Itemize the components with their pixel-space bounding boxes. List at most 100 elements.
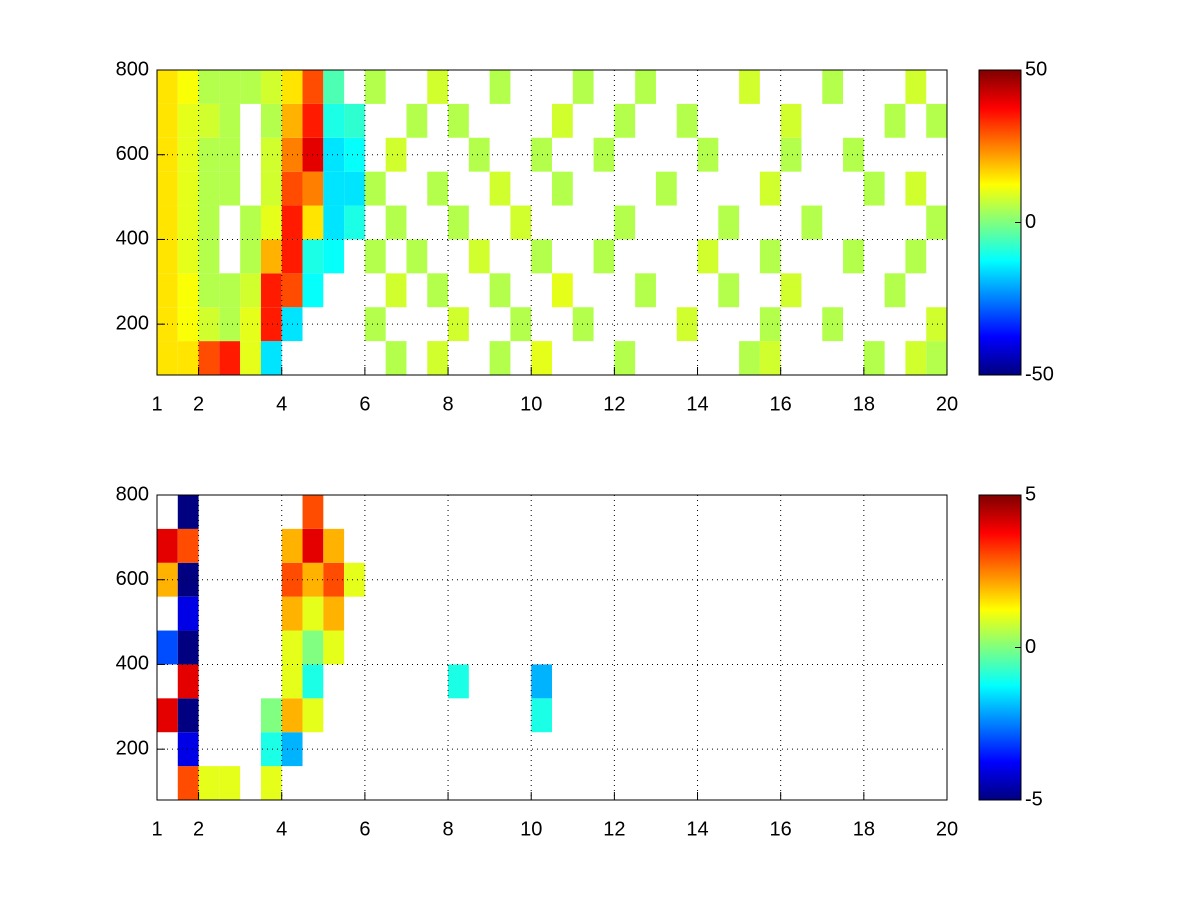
- heatmap-cell: [302, 171, 324, 206]
- heatmap-cell: [926, 103, 947, 138]
- heatmap-cell: [406, 103, 428, 138]
- heatmap-cell: [240, 205, 261, 240]
- x-tick-label: 12: [603, 393, 625, 415]
- heatmap-cell: [759, 307, 781, 342]
- heatmap-cell: [260, 171, 282, 206]
- x-tick-label: 10: [520, 818, 542, 840]
- heatmap-cell: [219, 70, 241, 104]
- heatmap-cell: [177, 137, 199, 172]
- heatmap-cell: [718, 273, 740, 308]
- axes-box: [156, 494, 948, 801]
- heatmap-cell: [739, 341, 760, 375]
- heatmap-cell: [448, 103, 469, 138]
- heatmap-cell: [219, 766, 241, 800]
- x-tick-label: 1: [151, 818, 162, 840]
- heatmap-cell: [281, 698, 303, 733]
- heatmap-cell: [344, 103, 365, 138]
- heatmap-cell: [676, 103, 698, 138]
- heatmap-cell: [302, 495, 324, 529]
- heatmap-cell: [177, 596, 199, 631]
- colorbar-tick-label: -50: [1025, 363, 1054, 385]
- heatmap-cell: [531, 239, 552, 274]
- heatmap-cell: [219, 341, 241, 375]
- heatmap-cell: [177, 103, 199, 138]
- colorbar: [978, 494, 1022, 801]
- heatmap-cell: [323, 103, 345, 138]
- y-tick-label: 800: [116, 483, 149, 505]
- heatmap-cell: [198, 307, 220, 342]
- heatmap-cell: [177, 766, 199, 800]
- heatmap-cell: [884, 273, 906, 308]
- heatmap-cell: [323, 528, 345, 563]
- heatmap-cell: [260, 341, 282, 375]
- heatmap-cell: [905, 171, 927, 206]
- heatmap-cell: [863, 171, 885, 206]
- heatmap-cell: [281, 239, 303, 274]
- heatmap-cell: [614, 341, 636, 375]
- heatmap-cell: [177, 664, 199, 699]
- heatmap-cell: [323, 596, 345, 631]
- heatmap-cell: [198, 766, 220, 800]
- heatmap-cell: [364, 307, 386, 342]
- heatmap-cell: [780, 103, 802, 138]
- heatmap-cell: [219, 171, 241, 206]
- heatmap-cell: [593, 239, 615, 274]
- heatmap-cell: [780, 137, 802, 172]
- heatmap-cell: [323, 171, 345, 206]
- heatmap-cell: [531, 137, 552, 172]
- heatmap-cell: [427, 171, 449, 206]
- x-tick-label: 2: [193, 818, 204, 840]
- heatmap-cell: [344, 171, 365, 206]
- heatmap-cell: [157, 103, 178, 138]
- x-tick-label: 10: [520, 393, 542, 415]
- heatmap-cell: [240, 307, 261, 342]
- y-tick-label: 600: [116, 143, 149, 165]
- heatmap-cell: [240, 70, 261, 104]
- heatmap-cell: [427, 273, 449, 308]
- x-tick-label: 1: [151, 393, 162, 415]
- heatmap-cell: [884, 103, 906, 138]
- heatmap-cell: [863, 341, 885, 375]
- heatmap-cell: [198, 171, 220, 206]
- heatmap-cell: [448, 205, 469, 240]
- heatmap-cell: [323, 562, 345, 597]
- heatmap-cell: [302, 698, 324, 733]
- heatmap-cell: [260, 103, 282, 138]
- heatmap-cell: [614, 205, 636, 240]
- heatmap-cell: [177, 239, 199, 274]
- heatmap-cell: [926, 205, 947, 240]
- heatmap-cell: [385, 205, 407, 240]
- heatmap-cell: [281, 664, 303, 699]
- heatmap-cell: [157, 528, 178, 563]
- heatmap-cell: [905, 341, 927, 375]
- x-tick-label: 20: [936, 393, 958, 415]
- heatmap-cell: [157, 205, 178, 240]
- x-tick-label: 20: [936, 818, 958, 840]
- heatmap-cell: [281, 70, 303, 104]
- colorbar-tick-label: 0: [1025, 211, 1036, 233]
- heatmap-cell: [260, 239, 282, 274]
- heatmap-cell: [198, 137, 220, 172]
- heatmap-cell: [177, 528, 199, 563]
- heatmap-cell: [926, 307, 947, 342]
- heatmap-cell: [240, 239, 261, 274]
- heatmap-cell: [697, 239, 719, 274]
- heatmap-cell: [489, 341, 511, 375]
- heatmap-cell: [302, 239, 324, 274]
- heatmap-cell: [198, 205, 220, 240]
- heatmap-cell: [323, 630, 345, 665]
- x-tick-label: 16: [770, 393, 792, 415]
- heatmap-cell: [448, 307, 469, 342]
- heatmap-cell: [385, 273, 407, 308]
- y-tick-label: 400: [116, 228, 149, 250]
- heatmap-cell: [489, 70, 511, 104]
- heatmap-cell: [489, 273, 511, 308]
- heatmap-cell: [302, 273, 324, 308]
- x-tick-label: 16: [770, 818, 792, 840]
- heatmap-cell: [759, 341, 781, 375]
- heatmap-cell: [468, 137, 490, 172]
- heatmap-cell: [364, 70, 386, 104]
- heatmap-cell: [843, 137, 864, 172]
- heatmap-cell: [260, 766, 282, 800]
- heatmap-cell: [302, 630, 324, 665]
